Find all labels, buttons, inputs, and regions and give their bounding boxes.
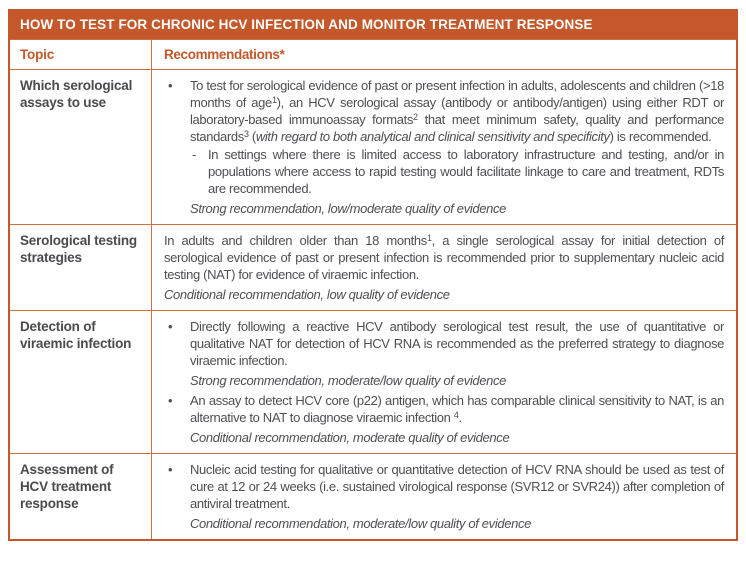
recommendation-bullet: • To test for serological evidence of pa… xyxy=(164,77,724,145)
evidence-grading: Strong recommendation, moderate/low qual… xyxy=(190,373,507,388)
footnote-ref-1: 1 xyxy=(426,233,432,243)
table-title-bar: HOW TO TEST FOR CHRONIC HCV INFECTION AN… xyxy=(10,11,736,39)
footnote-ref-4: 4 xyxy=(453,410,459,420)
hcv-testing-table: HOW TO TEST FOR CHRONIC HCV INFECTION AN… xyxy=(8,9,738,541)
topic-cell: Serological testing strategies xyxy=(10,225,152,310)
table-row-assessment-of-hcv-treatment-response: Assessment of HCV treatment response • N… xyxy=(10,453,736,539)
column-header-row: Topic Recommendations* xyxy=(10,39,736,69)
footnote-ref-3: 3 xyxy=(243,129,249,139)
recommendation-text: To test for serological evidence of past… xyxy=(190,78,724,144)
recommendation-text: In adults and children older than 18 mon… xyxy=(164,233,724,282)
recommendation-bullet: • Nucleic acid testing for qualitative o… xyxy=(164,461,724,512)
evidence-grading: Conditional recommendation, low quality … xyxy=(164,287,450,302)
recommendations-cell: • Nucleic acid testing for qualitative o… xyxy=(152,454,736,539)
recommendations-cell: In adults and children older than 18 mon… xyxy=(152,225,736,310)
topic-cell: Assessment of HCV treatment response xyxy=(10,454,152,539)
dash-icon: - xyxy=(192,147,196,162)
recommendation-text: Directly following a reactive HCV antibo… xyxy=(190,319,724,368)
bullet-icon: • xyxy=(168,319,173,334)
topic-column-header: Topic xyxy=(10,40,152,69)
recommendation-sub-item: - In settings where there is limited acc… xyxy=(190,146,724,197)
table-row-which-serological-assays: Which serological assays to use • To tes… xyxy=(10,69,736,224)
bullet-icon: • xyxy=(168,78,173,93)
recommendation-bullet: • Directly following a reactive HCV anti… xyxy=(164,318,724,369)
evidence-grading: Conditional recommendation, moderate qua… xyxy=(190,430,510,445)
table-row-detection-of-viraemic-infection: Detection of viraemic infection • Direct… xyxy=(10,310,736,453)
table-title: HOW TO TEST FOR CHRONIC HCV INFECTION AN… xyxy=(20,17,593,32)
footnote-ref-2: 2 xyxy=(413,112,418,122)
recommendation-bullet: • An assay to detect HCV core (p22) anti… xyxy=(164,392,724,426)
sub-item-text: In settings where there is limited acces… xyxy=(208,147,724,196)
recommendations-column-header: Recommendations* xyxy=(164,47,285,62)
recommendations-cell: • To test for serological evidence of pa… xyxy=(152,70,736,224)
evidence-grading: Conditional recommendation, moderate/low… xyxy=(190,516,532,531)
recommendation-text: An assay to detect HCV core (p22) antige… xyxy=(190,393,724,425)
table-row-serological-testing-strategies: Serological testing strategies In adults… xyxy=(10,224,736,310)
topic-cell: Detection of viraemic infection xyxy=(10,311,152,453)
bullet-icon: • xyxy=(168,462,173,477)
bullet-icon: • xyxy=(168,393,173,408)
recommendation-text: Nucleic acid testing for qualitative or … xyxy=(190,462,724,511)
evidence-grading: Strong recommendation, low/moderate qual… xyxy=(190,201,507,216)
topic-cell: Which serological assays to use xyxy=(10,70,152,224)
footnote-ref-1: 1 xyxy=(271,95,277,105)
recommendations-cell: • Directly following a reactive HCV anti… xyxy=(152,311,736,453)
